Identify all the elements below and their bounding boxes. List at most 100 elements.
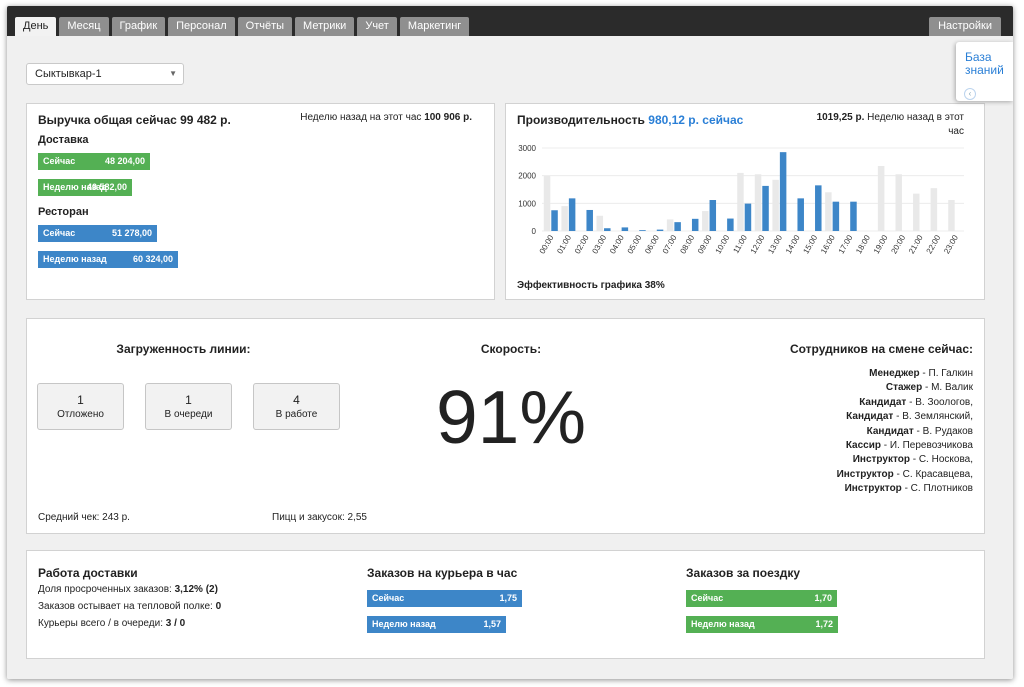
y-tick-label: 3000 [518, 144, 536, 153]
tab-schedule[interactable]: График [111, 17, 166, 36]
line-load-title: Загруженность линии: [116, 342, 251, 356]
delivery-week-ago-bar: Неделю назад 40 582,00 [38, 179, 132, 196]
knowledge-base-link[interactable]: База знаний [965, 51, 1004, 77]
revenue-panel: Выручка общая сейчас 99 482 р. Неделю на… [26, 103, 495, 300]
tab-metrics[interactable]: Метрики [295, 17, 355, 36]
bar-week-ago [948, 200, 955, 231]
bar-now [568, 198, 576, 231]
tab-accounting[interactable]: Учет [357, 17, 397, 36]
bar-week-ago [543, 175, 551, 231]
bar-label: Сейчас [691, 593, 724, 603]
x-tick-label: 04:00 [608, 233, 626, 255]
x-tick-label: 08:00 [678, 233, 696, 255]
productivity-label: Производительность [517, 113, 645, 127]
bar-label: Сейчас [372, 593, 405, 603]
staff-role: Кандидат [859, 396, 907, 408]
bar-label: Неделю назад [43, 254, 107, 264]
bar-week-ago [737, 172, 744, 231]
staff-member: Инструктор - С. Плотников [837, 482, 973, 496]
restaurant-heading: Ресторан [38, 206, 89, 218]
orders-per-trip-now-bar: Сейчас 1,70 [686, 590, 837, 607]
bar-week-ago [825, 192, 832, 231]
operations-panel: Загруженность линии: 1 Отложено 1 В очер… [26, 318, 985, 534]
staff-member: Кандидат - В. Зоологов, [837, 396, 973, 410]
tab-reports[interactable]: Отчёты [237, 17, 293, 36]
queued-orders-box[interactable]: 1 В очереди [145, 383, 232, 430]
staff-member: Инструктор - С. Носкова, [837, 453, 973, 467]
orders-per-trip-week-ago-bar: Неделю назад 1,72 [686, 616, 838, 633]
revenue-title: Выручка общая сейчас 99 482 р. [38, 113, 231, 127]
x-tick-label: 05:00 [626, 233, 644, 255]
staff-role: Инструктор [852, 454, 910, 466]
y-tick-label: 0 [532, 227, 537, 236]
y-tick-label: 2000 [518, 172, 536, 181]
bar-now [709, 200, 717, 231]
tab-marketing[interactable]: Маркетинг [399, 17, 470, 36]
staff-name: - М. Валик [922, 382, 973, 394]
overdue-value: 3,12% (2) [174, 584, 218, 595]
bar-now [551, 210, 558, 231]
delivery-work-title: Работа доставки [38, 566, 138, 580]
productivity-panel: Производительность 980,12 р. сейчас 1019… [505, 103, 985, 300]
staff-role: Инструктор [836, 468, 894, 480]
restaurant-now-bar: Сейчас 51 278,00 [38, 225, 157, 242]
cooling-label: Заказов остывает на тепловой полке: [38, 601, 216, 612]
store-select[interactable]: Сыктывкар-1 ▼ [26, 63, 184, 85]
postponed-label: Отложено [57, 409, 104, 420]
staff-name: - С. Красавцева, [893, 468, 973, 480]
productivity-value: 980,12 р. сейчас [648, 113, 744, 127]
tab-day[interactable]: День [15, 17, 57, 36]
speed-title: Скорость: [480, 342, 542, 356]
settings-button[interactable]: Настройки [929, 17, 1001, 36]
staff-name: - В. Землянский, [893, 411, 973, 423]
bar-week-ago [596, 215, 604, 231]
x-tick-label: 22:00 [925, 233, 943, 255]
bar-value: 1,57 [483, 619, 501, 629]
productivity-title: Производительность 980,12 р. сейчас [517, 113, 743, 127]
staff-name: - И. Перевозчикова [880, 440, 973, 452]
bar-now [744, 203, 752, 231]
bar-label: Неделю назад [43, 182, 107, 192]
in-progress-orders-box[interactable]: 4 В работе [253, 383, 340, 430]
y-tick-label: 1000 [518, 199, 536, 208]
postponed-orders-box[interactable]: 1 Отложено [37, 383, 124, 430]
bar-label: Сейчас [43, 156, 76, 166]
bar-week-ago [877, 165, 885, 231]
bar-now [762, 185, 769, 231]
in-progress-count: 4 [293, 393, 300, 407]
orders-per-courier-title: Заказов на курьера в час [367, 566, 518, 580]
staff-member: Менеджер - П. Галкин [837, 367, 973, 381]
x-tick-label: 12:00 [749, 233, 767, 255]
productivity-week-ago-value: 1019,25 р. [816, 112, 865, 123]
pizza-snacks-count: Пицц и закусок: 2,55 [272, 512, 367, 523]
bar-week-ago [895, 174, 902, 231]
staff-member: Стажер - М. Валик [837, 381, 973, 395]
knowledge-base-widget: База знаний ‹ [956, 42, 1013, 101]
bar-now [604, 228, 611, 231]
x-tick-label: 16:00 [819, 233, 837, 255]
staff-role: Кандидат [866, 425, 914, 437]
x-tick-label: 01:00 [555, 233, 573, 255]
x-tick-label: 11:00 [731, 233, 749, 255]
x-tick-label: 19:00 [872, 233, 890, 255]
collapse-left-icon[interactable]: ‹ [964, 88, 976, 100]
staff-member: Кандидат - В. Рудаков [837, 425, 973, 439]
x-tick-label: 20:00 [889, 233, 907, 255]
productivity-week-ago: 1019,25 р. Неделю назад в этот час [817, 111, 964, 139]
dashboard-content: Сыктывкар-1 ▼ Выручка общая сейчас 99 48… [7, 36, 1013, 679]
bar-now [674, 222, 681, 231]
bar-week-ago [702, 211, 709, 231]
bar-value: 1,70 [814, 593, 832, 603]
bar-now [850, 201, 857, 231]
staff-member: Кандидат - В. Землянский, [837, 410, 973, 424]
tab-personnel[interactable]: Персонал [168, 17, 235, 36]
cooling-value: 0 [215, 601, 222, 612]
x-tick-label: 14:00 [784, 233, 802, 255]
bar-now [797, 198, 804, 231]
tab-month[interactable]: Месяц [59, 17, 109, 36]
staff-name: - В. Рудаков [913, 425, 973, 437]
restaurant-week-ago-bar: Неделю назад 60 324,00 [38, 251, 178, 268]
bar-value: 1,75 [499, 593, 517, 603]
x-tick-label: 15:00 [801, 233, 819, 255]
staff-list: Менеджер - П. Галкин Стажер - М. Валик Кан… [837, 367, 973, 497]
